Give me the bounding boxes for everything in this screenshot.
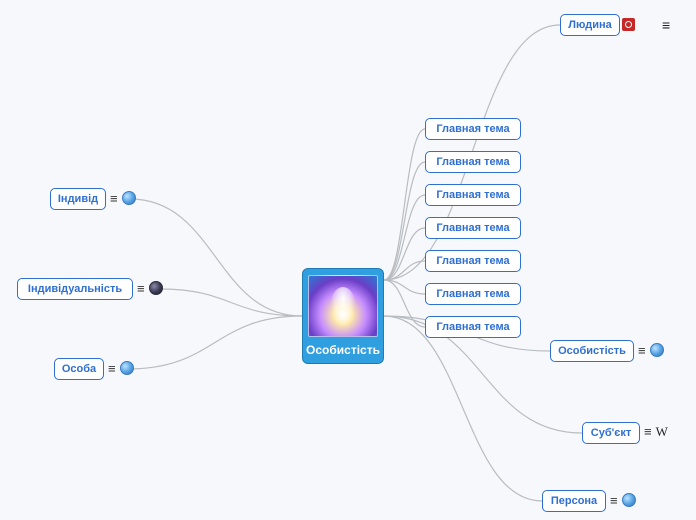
node-label: Особистість: [558, 345, 626, 357]
node-main-topic[interactable]: Главная тема: [425, 184, 521, 206]
node-individ[interactable]: Індивід: [50, 188, 106, 210]
wiki-icon: W: [656, 425, 668, 438]
node-label: Главная тема: [436, 123, 509, 135]
node-persona[interactable]: Персона: [542, 490, 606, 512]
attachment-notes[interactable]: ≡: [662, 17, 670, 33]
node-osoba[interactable]: Особа: [54, 358, 104, 380]
center-label: Особистість: [306, 343, 380, 357]
mindmap-canvas: Особистість Людина ≡ Індивід ≡ Індивідуаль…: [0, 0, 696, 520]
attachment-group[interactable]: ≡: [638, 343, 664, 357]
globe-icon: [122, 191, 136, 205]
attachment-group[interactable]: ≡: [137, 281, 163, 295]
notes-icon: ≡: [662, 17, 670, 33]
node-lyudyna[interactable]: Людина: [560, 14, 620, 36]
attachment-badge[interactable]: [622, 18, 635, 31]
attachment-group[interactable]: ≡: [110, 191, 136, 205]
notes-icon: ≡: [137, 282, 145, 295]
node-osobystist2[interactable]: Особистість: [550, 340, 634, 362]
node-label: Індивідуальність: [28, 283, 122, 295]
node-individualnist[interactable]: Індивідуальність: [17, 278, 133, 300]
center-image: [308, 275, 378, 337]
node-label: Суб'єкт: [591, 427, 631, 439]
node-main-topic[interactable]: Главная тема: [425, 151, 521, 173]
globe-icon: [622, 493, 636, 507]
globe-dark-icon: [149, 281, 163, 295]
notes-icon: ≡: [110, 192, 118, 205]
node-label: Главная тема: [436, 189, 509, 201]
notes-icon: ≡: [644, 425, 652, 438]
node-label: Главная тема: [436, 321, 509, 333]
node-main-topic[interactable]: Главная тема: [425, 118, 521, 140]
globe-icon: [650, 343, 664, 357]
node-label: Індивід: [58, 193, 98, 205]
globe-icon: [120, 361, 134, 375]
notes-icon: ≡: [638, 344, 646, 357]
node-label: Главная тема: [436, 156, 509, 168]
node-main-topic[interactable]: Главная тема: [425, 283, 521, 305]
notes-icon: ≡: [108, 362, 116, 375]
node-main-topic[interactable]: Главная тема: [425, 316, 521, 338]
attachment-group[interactable]: ≡: [610, 493, 636, 507]
node-label: Людина: [568, 19, 611, 31]
node-label: Главная тема: [436, 222, 509, 234]
node-subiekt[interactable]: Суб'єкт: [582, 422, 640, 444]
node-label: Особа: [62, 363, 96, 375]
target-icon: [622, 18, 635, 31]
node-label: Персона: [551, 495, 597, 507]
attachment-group[interactable]: ≡: [108, 361, 134, 375]
node-main-topic[interactable]: Главная тема: [425, 217, 521, 239]
attachment-group[interactable]: ≡W: [644, 425, 668, 438]
center-node[interactable]: Особистість: [302, 268, 384, 364]
notes-icon: ≡: [610, 494, 618, 507]
node-main-topic[interactable]: Главная тема: [425, 250, 521, 272]
node-label: Главная тема: [436, 255, 509, 267]
node-label: Главная тема: [436, 288, 509, 300]
